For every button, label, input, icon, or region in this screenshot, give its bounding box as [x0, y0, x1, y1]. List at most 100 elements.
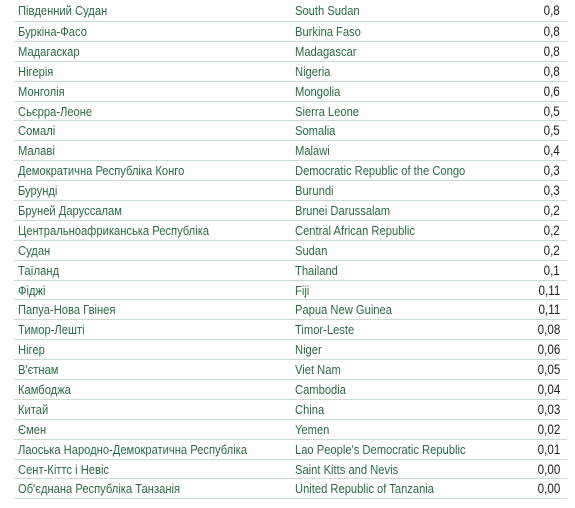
value-cell: 0,6: [543, 83, 560, 99]
country-table: Південний Судан South Sudan 0,8 Буркіна-Фас…: [14, 0, 567, 500]
country-name-english: Thailand: [295, 262, 338, 278]
country-name-english: Sudan: [295, 242, 328, 258]
country-name-english: Mongolia: [295, 83, 341, 99]
country-name-english: Malawi: [295, 143, 330, 159]
table-row: Бруней Даруссалам Brunei Darussalam 0,2: [14, 201, 567, 221]
country-name-english: Brunei Darussalam: [295, 203, 391, 219]
country-name-ukrainian: Нігер: [18, 342, 45, 358]
value-cell: 0,8: [543, 43, 560, 59]
value-cell: 0,8: [543, 63, 560, 79]
country-name-english: Somalia: [295, 123, 336, 139]
table-row: Малаві Malawi 0,4: [14, 141, 567, 162]
country-name-ukrainian: Буркіна-Фасо: [18, 24, 87, 39]
country-name-ukrainian: В'єтнам: [18, 362, 59, 378]
value-cell: 0,8: [543, 24, 560, 39]
country-name-ukrainian: Центральноафриканська Республіка: [18, 222, 210, 238]
table-row: В'єтнам Viet Nam 0,05: [14, 360, 567, 381]
table-row: Тимор-Лешті Timor-Leste 0,08: [14, 320, 567, 341]
table-row: Сьєрра-Леоне Sierra Leone 0,5: [14, 102, 567, 122]
country-name-english: Niger: [295, 342, 322, 358]
country-name-ukrainian: Судан: [18, 242, 51, 258]
value-cell: 0,8: [543, 3, 560, 18]
country-name-ukrainian: Монголія: [18, 83, 65, 99]
value-cell: 0,04: [537, 382, 560, 398]
country-name-english: Burundi: [295, 183, 334, 199]
country-name-english: Madagascar: [295, 43, 357, 59]
country-name-ukrainian: Сент-Кіттс і Невіс: [18, 461, 110, 477]
table-row: Центральноафриканська Республіка Central …: [14, 221, 567, 241]
country-name-ukrainian: Південний Судан: [18, 3, 108, 18]
country-name-english: United Republic of Tanzania: [295, 481, 435, 497]
table-row: Мадагаскар Madagascar 0,8: [14, 42, 567, 62]
table-row: Лаоська Народно-Демократична Республіка L…: [14, 440, 567, 460]
country-name-english: Papua New Guinea: [295, 302, 392, 318]
country-name-ukrainian: Бруней Даруссалам: [18, 203, 122, 219]
table-row: Сомалі Somalia 0,5: [14, 121, 567, 142]
country-name-ukrainian: Лаоська Народно-Демократична Республіка: [18, 441, 248, 457]
table-row: Нігер Niger 0,06: [14, 340, 567, 361]
value-cell: 0,11: [538, 302, 560, 318]
country-name-ukrainian: Об'єднана Республіка Танзанія: [18, 481, 181, 497]
country-name-english: Lao People's Democratic Republic: [295, 441, 466, 457]
country-name-english: Sierra Leone: [295, 103, 360, 119]
table-row: Об'єднана Республіка Танзанія United Repu…: [14, 479, 567, 500]
table-row: Фіджі Fiji 0,11: [14, 281, 567, 301]
country-name-ukrainian: Демократична Республіка Конго: [18, 163, 185, 179]
value-cell: 0,03: [537, 401, 560, 417]
country-name-ukrainian: Фіджі: [18, 282, 46, 298]
table-row: Папуа-Нова Гвінея Papua New Guinea 0,11: [14, 300, 567, 321]
value-cell: 0,3: [543, 183, 560, 199]
value-cell: 0,02: [537, 421, 560, 437]
table-row: Буркіна-Фасо Burkina Faso 0,8: [14, 22, 567, 42]
table-row: Бурунді Burundi 0,3: [14, 181, 567, 202]
value-cell: 0,4: [543, 143, 560, 159]
value-cell: 0,00: [537, 481, 560, 497]
country-name-ukrainian: Сьєрра-Леоне: [18, 103, 93, 119]
value-cell: 0,5: [543, 123, 560, 139]
country-name-ukrainian: Тимор-Лешті: [18, 322, 85, 338]
country-name-ukrainian: Китай: [18, 401, 49, 417]
country-name-english: Burkina Faso: [295, 24, 361, 39]
country-name-ukrainian: Мадагаскар: [18, 43, 80, 59]
country-name-english: Viet Nam: [295, 362, 341, 378]
value-cell: 0,01: [537, 441, 560, 457]
table-row: Демократична Республіка Конго Democratic …: [14, 161, 567, 182]
value-cell: 0,2: [543, 242, 560, 258]
value-cell: 0,05: [537, 362, 560, 378]
table-row: Південний Судан South Sudan 0,8: [14, 0, 567, 22]
value-cell: 0,06: [537, 342, 560, 358]
country-name-english: Yemen: [295, 421, 330, 437]
country-name-ukrainian: Ємен: [18, 421, 47, 437]
country-name-english: Nigeria: [295, 63, 331, 79]
country-name-english: Central African Republic: [295, 222, 415, 238]
country-name-ukrainian: Папуа-Нова Гвінея: [18, 302, 116, 318]
table-row: Ємен Yemen 0,02: [14, 420, 567, 440]
value-cell: 0,2: [543, 203, 560, 219]
country-name-english: Timor-Leste: [295, 322, 355, 338]
country-name-ukrainian: Таїланд: [18, 262, 60, 278]
table-row: Нігерія Nigeria 0,8: [14, 62, 567, 82]
country-name-ukrainian: Малаві: [18, 143, 55, 159]
table-row: Камбоджа Cambodia 0,04: [14, 380, 567, 400]
country-name-ukrainian: Сомалі: [18, 123, 56, 139]
value-cell: 0,3: [543, 163, 560, 179]
table-row: Судан Sudan 0,2: [14, 241, 567, 261]
value-cell: 0,5: [543, 103, 560, 119]
value-cell: 0,00: [537, 461, 560, 477]
country-name-english: Saint Kitts and Nevis: [295, 461, 399, 477]
country-name-english: Fiji: [295, 282, 310, 298]
country-name-english: Democratic Republic of the Congo: [295, 163, 466, 179]
value-cell: 0,08: [537, 322, 560, 338]
value-cell: 0,11: [538, 282, 560, 298]
country-name-ukrainian: Нігерія: [18, 63, 54, 79]
table-row: Сент-Кіттс і Невіс Saint Kitts and Nevis 0…: [14, 460, 567, 480]
value-cell: 0,2: [543, 222, 560, 238]
country-name-english: South Sudan: [295, 3, 360, 18]
country-name-ukrainian: Камбоджа: [18, 382, 71, 398]
table-row: Китай China 0,03: [14, 400, 567, 420]
table-row: Таїланд Thailand 0,1: [14, 261, 567, 281]
country-name-english: China: [295, 401, 325, 417]
country-name-ukrainian: Бурунді: [18, 183, 58, 199]
country-name-english: Cambodia: [295, 382, 346, 398]
value-cell: 0,1: [543, 262, 560, 278]
